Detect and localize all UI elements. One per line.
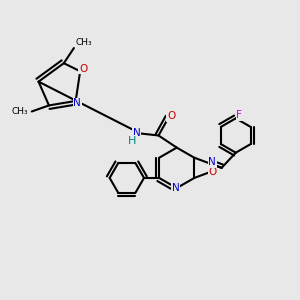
Text: CH₃: CH₃ xyxy=(12,107,28,116)
Text: H: H xyxy=(128,136,136,146)
Text: CH₃: CH₃ xyxy=(75,38,92,46)
Text: N: N xyxy=(133,128,141,139)
Text: O: O xyxy=(79,64,87,74)
Text: N: N xyxy=(172,183,179,193)
Text: O: O xyxy=(208,167,217,177)
Text: N: N xyxy=(208,157,216,167)
Text: N: N xyxy=(73,98,81,108)
Text: O: O xyxy=(167,111,175,122)
Text: F: F xyxy=(236,110,242,120)
